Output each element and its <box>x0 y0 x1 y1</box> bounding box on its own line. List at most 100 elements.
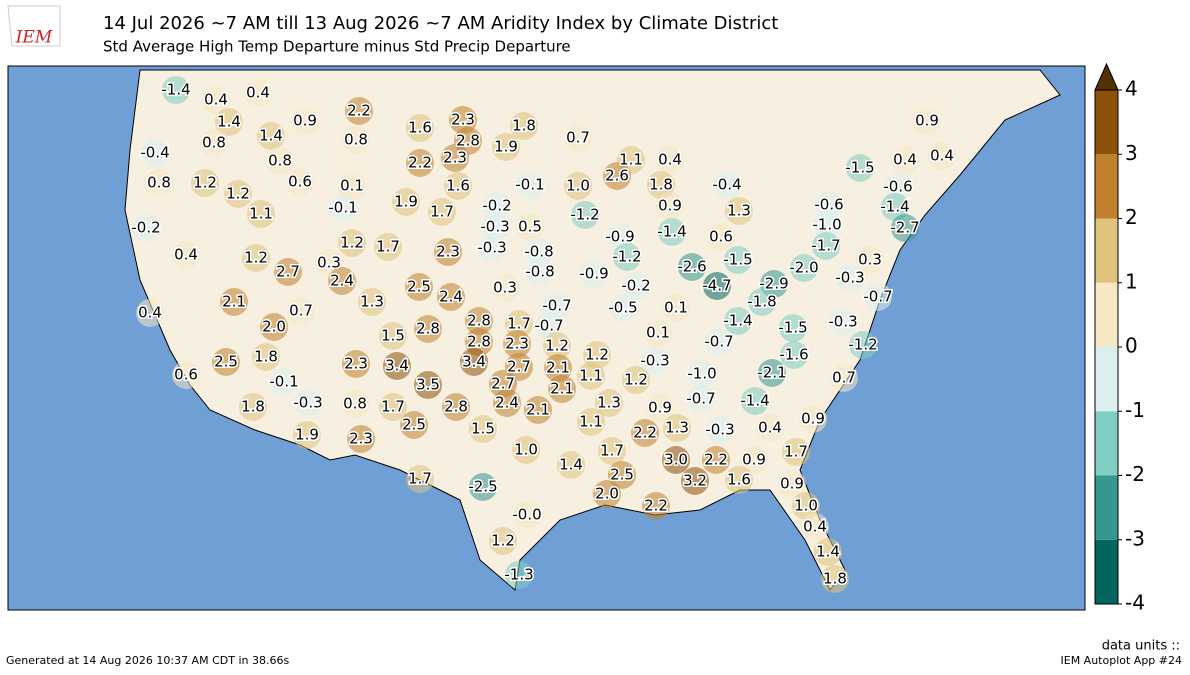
district-value: 3.4 <box>462 353 486 371</box>
district-value: 1.3 <box>727 202 751 220</box>
district-swatch <box>656 146 684 174</box>
district-swatch <box>782 438 810 466</box>
district-value: 0.4 <box>138 304 162 322</box>
district-swatch <box>564 172 592 200</box>
district-value: -0.3 <box>835 269 864 287</box>
district-value: 1.8 <box>254 348 278 366</box>
district-swatch <box>829 308 857 336</box>
district-value: 1.8 <box>512 117 536 135</box>
district-value: 1.2 <box>244 249 268 267</box>
district-value: -1.4 <box>657 223 686 241</box>
district-swatch <box>821 565 849 593</box>
district-value: 0.8 <box>268 152 292 170</box>
district-value: 0.6 <box>709 228 733 246</box>
district-swatch <box>274 258 302 286</box>
district-value: 1.2 <box>226 185 250 203</box>
district-value: -1.2 <box>612 248 641 266</box>
district-value: 2.3 <box>344 355 368 373</box>
district-value: -4.7 <box>702 277 731 295</box>
district-value: 1.8 <box>823 570 847 588</box>
district-swatch <box>172 361 200 389</box>
district-value: 1.7 <box>408 470 432 488</box>
district-value: -0.4 <box>712 176 741 194</box>
district-swatch <box>644 319 672 347</box>
district-value: 0.4 <box>174 246 198 264</box>
district-value: 0.9 <box>742 451 766 469</box>
district-swatch <box>740 446 768 474</box>
district-value: 0.9 <box>648 399 672 417</box>
district-value: 1.3 <box>665 419 689 437</box>
district-swatch <box>622 366 650 394</box>
district-swatch <box>544 354 572 382</box>
district-swatch <box>266 147 294 175</box>
district-value: -0.9 <box>579 265 608 283</box>
district-swatch <box>141 139 169 167</box>
colorbar-tick-label: 4 <box>1125 77 1138 101</box>
district-value: 1.1 <box>579 367 603 385</box>
district-swatch <box>374 233 402 261</box>
district-swatch <box>481 213 509 241</box>
district-swatch <box>557 451 585 479</box>
district-swatch <box>724 307 752 335</box>
district-value: 0.1 <box>340 177 364 195</box>
district-swatch <box>608 461 636 489</box>
district-swatch <box>681 467 709 495</box>
district-swatch <box>703 272 731 300</box>
district-value: 1.6 <box>727 471 751 489</box>
district-value: -1.2 <box>848 336 877 354</box>
district-value: 1.9 <box>295 426 319 444</box>
colorbar-bin <box>1095 154 1118 219</box>
district-swatch <box>379 322 407 350</box>
district-swatch <box>512 436 540 464</box>
district-swatch <box>478 234 506 262</box>
district-value: 1.5 <box>471 420 495 438</box>
district-value: -1.3 <box>504 566 533 584</box>
district-swatch <box>132 214 160 242</box>
district-value: 2.7 <box>491 375 515 393</box>
district-swatch <box>658 218 686 246</box>
district-swatch <box>341 390 369 418</box>
district-swatch <box>328 267 356 295</box>
district-value: 3.5 <box>416 376 440 394</box>
colorbar-tick-label: -2 <box>1125 462 1145 486</box>
district-value: -1.0 <box>687 365 716 383</box>
district-value: 2.0 <box>262 318 286 336</box>
district-value: 1.7 <box>381 398 405 416</box>
district-swatch <box>564 124 592 152</box>
district-value: 0.7 <box>289 302 313 320</box>
district-swatch <box>483 192 511 220</box>
district-value: -0.8 <box>524 243 553 261</box>
district-swatch <box>347 425 375 453</box>
district-swatch <box>913 107 941 135</box>
district-value: 2.1 <box>550 380 574 398</box>
district-value: 0.7 <box>566 129 590 147</box>
district-value: 1.6 <box>446 177 470 195</box>
district-swatch <box>707 223 735 251</box>
district-swatch <box>270 368 298 396</box>
district-value: 2.5 <box>214 353 238 371</box>
district-value: 2.8 <box>467 312 491 330</box>
district-swatch <box>244 79 272 107</box>
district-swatch <box>662 446 690 474</box>
district-swatch <box>525 238 553 266</box>
district-value: 2.3 <box>436 243 460 261</box>
district-swatch <box>294 389 322 417</box>
district-swatch <box>778 470 806 498</box>
colorbar: -4 -3 -2 -1 0 1 2 3 4 <box>1094 62 1145 615</box>
generated-note: Generated at 14 Aug 2026 10:37 AM CDT in… <box>6 654 289 667</box>
district-value: 1.4 <box>816 543 840 561</box>
district-swatch <box>449 106 477 134</box>
district-swatch <box>609 294 637 322</box>
district-swatch <box>383 352 411 380</box>
district-value: -0.0 <box>512 506 541 524</box>
district-swatch <box>145 169 173 197</box>
district-swatch <box>358 288 386 316</box>
district-value: 1.1 <box>619 151 643 169</box>
district-value: 0.4 <box>803 518 827 536</box>
district-value: 2.2 <box>633 424 657 442</box>
district-value: 2.3 <box>451 111 475 129</box>
district-value: -2.9 <box>759 275 788 293</box>
district-swatch <box>799 405 827 433</box>
district-swatch <box>286 168 314 196</box>
